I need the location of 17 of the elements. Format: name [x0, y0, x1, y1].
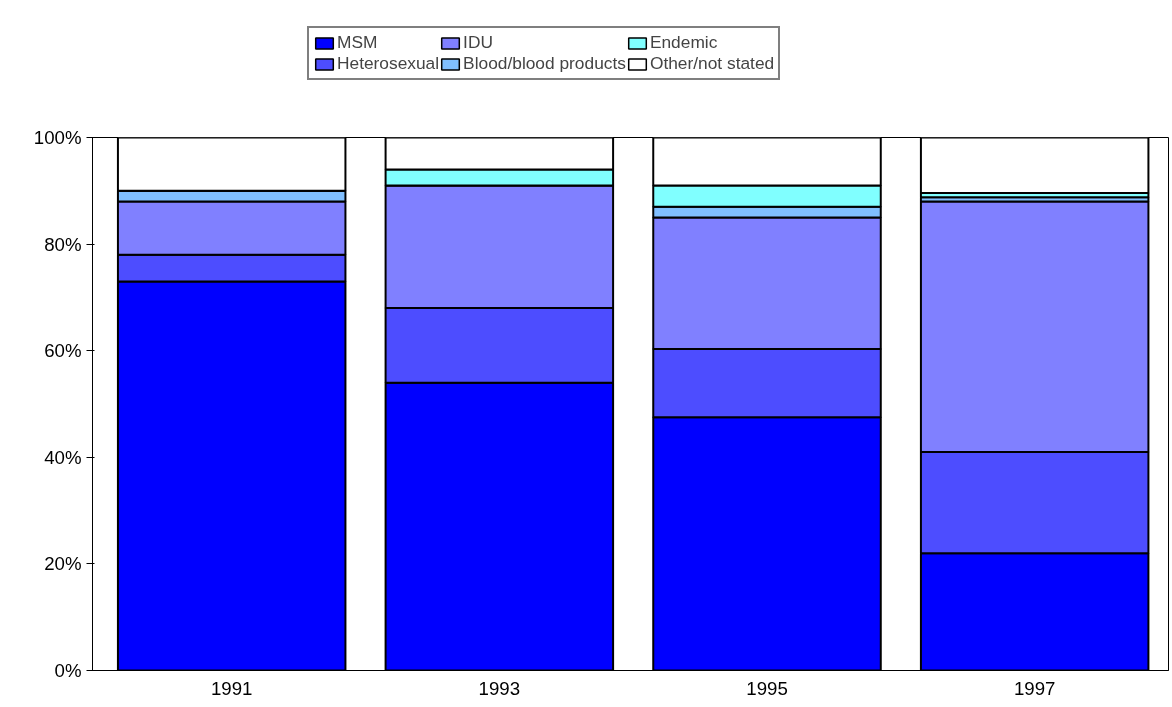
y-tick-label: 0%: [54, 660, 82, 681]
legend-label: Blood/blood products: [463, 53, 626, 74]
x-tick-label: 1997: [1013, 677, 1056, 699]
y-tick-label: 20%: [44, 553, 82, 575]
y-tick-label: 100%: [33, 127, 82, 148]
x-tick-label: 1991: [210, 677, 253, 699]
legend-label: Other/not stated: [649, 53, 775, 74]
y-tick-label: 60%: [44, 340, 82, 362]
y-tick-label: 80%: [44, 233, 82, 255]
y-tick-label: 40%: [44, 446, 82, 468]
x-tick-label: 1993: [478, 677, 521, 699]
legend-label: Heterosexual: [337, 53, 440, 74]
x-tick-label: 1995: [746, 677, 788, 699]
legend-label: MSM: [337, 32, 378, 53]
legend-label: Endemic: [649, 32, 718, 53]
legend-label: IDU: [463, 32, 493, 53]
bar: [919, 137, 1150, 194]
